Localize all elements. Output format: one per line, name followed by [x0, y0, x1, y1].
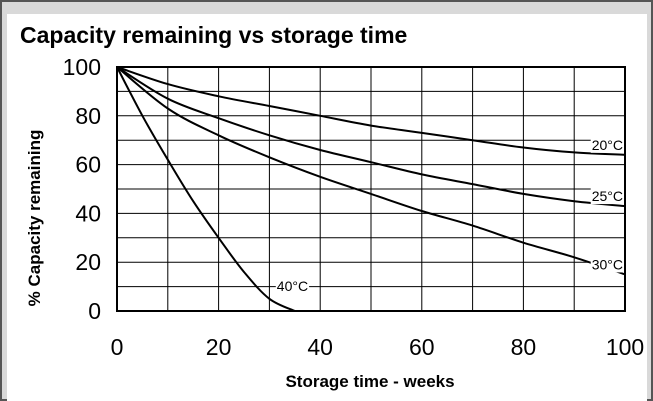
y-tick-labels: 0 20 40 60 80 100 [63, 54, 101, 324]
y-tick-label: 20 [75, 249, 101, 275]
series-label: 40°C [277, 278, 308, 294]
plot-border [116, 66, 626, 312]
series-label: 20°C [592, 137, 623, 153]
x-tick-label: 0 [111, 334, 124, 360]
grid [117, 67, 625, 311]
x-tick-label: 40 [307, 334, 333, 360]
series-line [116, 66, 626, 156]
series-label-background [275, 278, 310, 294]
series-label: 25°C [592, 188, 623, 204]
series-label-background [590, 136, 624, 153]
x-tick-label: 60 [409, 334, 435, 360]
series-label-background [590, 188, 624, 205]
chart-title: Capacity remaining vs storage time [20, 22, 407, 48]
y-axis-label: % Capacity remaining [25, 130, 44, 307]
series-line [116, 66, 296, 312]
x-tick-labels: 0 20 40 60 80 100 [111, 334, 645, 360]
series-line [116, 66, 626, 276]
series-labels: 20°C 25°C 30°C 40°C [275, 136, 624, 294]
y-tick-label: 60 [75, 152, 101, 178]
x-tick-label: 100 [606, 334, 644, 360]
chart-area-background [7, 14, 647, 401]
y-tick-label: 0 [88, 298, 101, 324]
x-tick-label: 20 [206, 334, 232, 360]
series-label: 30°C [592, 256, 623, 272]
x-axis-label: Storage time - weeks [285, 372, 454, 391]
x-tick-label: 80 [511, 334, 537, 360]
y-tick-label: 80 [75, 103, 101, 129]
series-line [116, 66, 626, 208]
y-tick-label: 40 [75, 200, 101, 226]
series-label-background [590, 256, 624, 273]
series-group [116, 66, 626, 312]
y-tick-label: 100 [63, 54, 101, 80]
